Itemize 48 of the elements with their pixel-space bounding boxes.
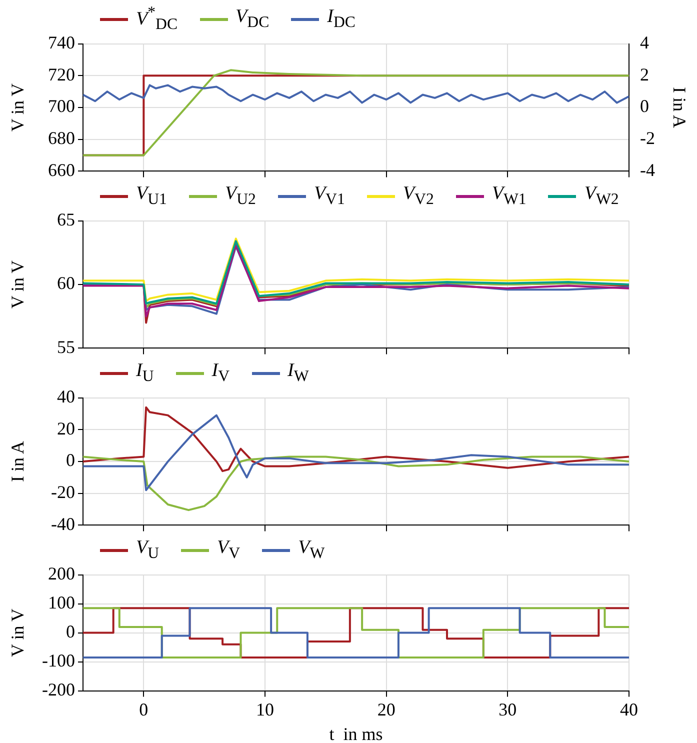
legend-label: V$_{W2}$ [584, 183, 619, 209]
y-tick-label: 200 [48, 564, 75, 584]
legend-label: I$_{W}$ [288, 360, 309, 386]
y-axis-title: V in V [8, 83, 28, 132]
y-tick-label: 60 [57, 273, 75, 294]
legend-label: V$_{V2}$ [402, 183, 434, 209]
y2-tick-label: 4 [640, 32, 649, 53]
y-tick-label: -200 [42, 680, 75, 700]
y-tick-label: 65 [57, 210, 75, 230]
legend-label: V$_{U2}$ [224, 183, 256, 209]
legend-label: V$_{U1}$ [136, 183, 167, 209]
y-tick-label: 20 [57, 418, 75, 438]
legend-label: V$_{U}$ [136, 537, 160, 563]
x-tick-label: 10 [256, 699, 274, 720]
y-tick-label: 100 [48, 592, 75, 613]
y2-tick-label: -4 [640, 160, 655, 180]
y-tick-label: 700 [48, 96, 75, 116]
legend-label: I$_{DC}$ [327, 6, 356, 32]
y-tick-label: -100 [42, 650, 75, 671]
x-tick-label: 40 [620, 699, 638, 720]
y-tick-label: 720 [48, 64, 75, 84]
y2-tick-label: 0 [640, 96, 649, 116]
legend-label: V$_{V1}$ [314, 183, 345, 209]
legend-label: V$_{W1}$ [492, 183, 526, 209]
y-axis-title: I in A [8, 440, 28, 482]
y-tick-label: -20 [51, 482, 75, 502]
y-axis-title: V in V [8, 608, 28, 657]
y-tick-label: 40 [57, 386, 75, 407]
legend-label: I$_{V}$ [212, 360, 230, 386]
y-axis-title: V in V [8, 260, 28, 309]
y2-tick-label: -2 [640, 128, 655, 148]
legend-label: V$_{V}$ [217, 537, 240, 563]
y2-tick-label: 2 [640, 64, 649, 84]
x-axis-title: t in ms [329, 724, 383, 743]
x-tick-label: 0 [139, 699, 148, 720]
y-tick-label: 0 [66, 450, 75, 470]
legend-label: I$_{U}$ [136, 360, 154, 386]
y2-axis-title: I in A [669, 86, 690, 128]
y-tick-label: 55 [57, 336, 75, 357]
legend-label: V$_{DC}$ [236, 6, 270, 32]
legend-label: V$_{W}$ [298, 537, 325, 563]
x-tick-label: 20 [377, 699, 396, 720]
y-tick-label: -40 [51, 514, 75, 534]
y-tick-label: 660 [48, 160, 75, 180]
y-tick-label: 740 [48, 32, 75, 53]
x-tick-label: 30 [498, 699, 517, 720]
y-tick-label: 0 [66, 622, 75, 642]
y-tick-label: 680 [48, 128, 75, 148]
